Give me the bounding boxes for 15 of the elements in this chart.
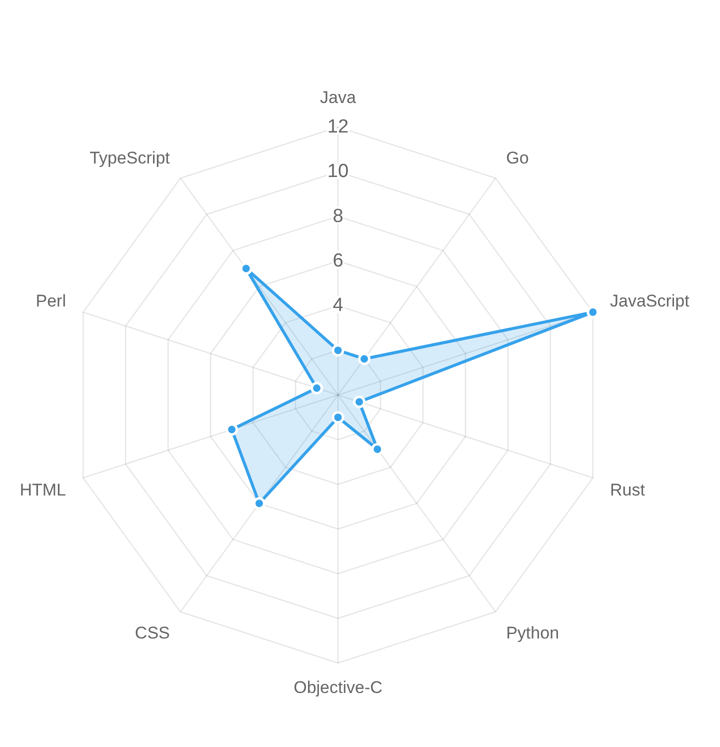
spoke-label: Objective-C — [294, 678, 382, 697]
spoke-label: Java — [320, 88, 356, 107]
y-tick-label: 10 — [327, 161, 349, 182]
y-tick-label: 12 — [327, 116, 349, 138]
y-tick-label: 4 — [332, 295, 344, 316]
spoke-label: Perl — [36, 292, 66, 311]
spoke-label: TypeScript — [90, 148, 170, 168]
spoke-label: JavaScript — [610, 292, 690, 311]
spoke-label: Rust — [610, 480, 646, 500]
spoke-label: CSS — [134, 623, 170, 642]
spoke-label: Python — [506, 623, 560, 642]
y-tick-label: 6 — [332, 250, 344, 272]
spoke-label: Go — [506, 148, 529, 168]
y-tick-label: 8 — [332, 206, 344, 227]
spoke-label: HTML — [20, 480, 66, 500]
